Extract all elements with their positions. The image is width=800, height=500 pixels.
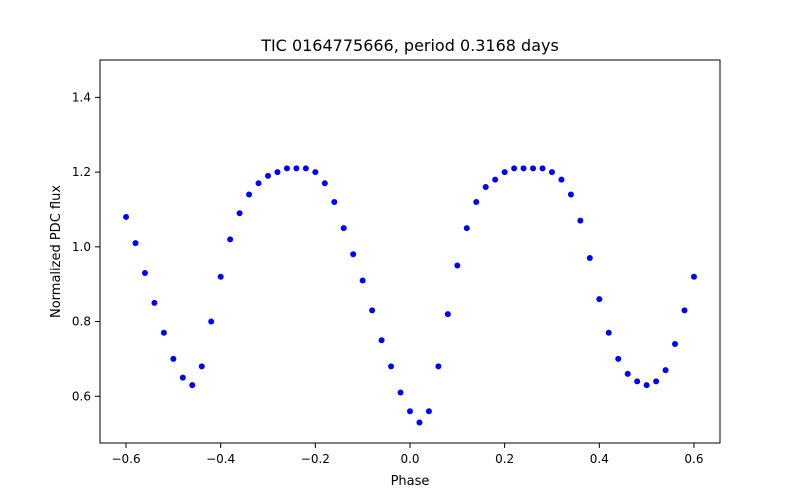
data-point xyxy=(577,217,584,224)
data-point xyxy=(141,269,148,276)
data-point xyxy=(160,329,167,336)
data-point xyxy=(681,307,688,314)
data-point xyxy=(548,169,555,176)
y-tick-label: 0.6 xyxy=(72,389,91,403)
data-point xyxy=(179,374,186,381)
data-point xyxy=(283,165,290,172)
data-point xyxy=(520,165,527,172)
data-point xyxy=(473,198,480,205)
data-point xyxy=(217,273,224,280)
x-axis-label: Phase xyxy=(391,474,430,489)
data-point xyxy=(539,165,546,172)
data-point xyxy=(482,184,489,191)
data-point xyxy=(170,355,177,362)
data-point xyxy=(615,355,622,362)
data-point xyxy=(227,236,234,243)
data-point xyxy=(672,340,679,347)
data-point xyxy=(378,337,385,344)
data-point xyxy=(416,419,423,426)
y-tick-label: 0.8 xyxy=(72,315,91,329)
x-tick-label: 0.2 xyxy=(495,452,514,466)
data-point xyxy=(463,225,470,232)
data-point xyxy=(586,255,593,262)
data-point xyxy=(359,277,366,284)
data-point xyxy=(388,363,395,370)
data-point xyxy=(123,213,130,220)
data-point xyxy=(246,191,253,198)
data-point xyxy=(444,311,451,318)
data-point xyxy=(492,176,499,183)
data-point xyxy=(236,210,243,217)
data-point xyxy=(407,408,413,415)
y-axis-label: Normalized PDC flux xyxy=(49,185,64,318)
x-axis-ticks: −0.6 −0.4 −0.2 0.0 0.2 0.4 0.6 xyxy=(111,443,704,466)
data-point xyxy=(350,251,357,258)
x-tick-label: −0.6 xyxy=(111,452,140,466)
data-point xyxy=(558,176,565,183)
data-point xyxy=(132,240,139,247)
data-point xyxy=(662,367,669,374)
data-point xyxy=(265,172,272,179)
data-point xyxy=(454,262,461,269)
data-point xyxy=(189,382,196,389)
data-point xyxy=(397,389,404,396)
x-tick-label: −0.2 xyxy=(301,452,330,466)
data-point xyxy=(302,165,309,172)
y-tick-label: 1.2 xyxy=(72,165,91,179)
data-point xyxy=(255,180,262,187)
data-point xyxy=(435,363,442,370)
y-axis-ticks: 0.6 0.8 1.0 1.2 1.4 xyxy=(72,90,100,403)
data-point xyxy=(634,378,641,385)
data-point xyxy=(369,307,376,314)
data-point xyxy=(331,198,338,205)
data-point xyxy=(293,165,300,172)
x-tick-label: −0.4 xyxy=(206,452,235,466)
data-point xyxy=(501,169,508,176)
data-point xyxy=(567,191,574,198)
y-tick-label: 1.4 xyxy=(72,90,91,104)
data-point xyxy=(605,329,612,336)
data-point xyxy=(511,165,518,172)
data-point xyxy=(643,382,650,389)
x-tick-label: 0.4 xyxy=(590,452,609,466)
x-tick-label: 0.0 xyxy=(400,452,419,466)
data-point xyxy=(151,299,158,306)
data-point xyxy=(208,318,215,325)
y-tick-label: 1.0 xyxy=(72,240,91,254)
data-point xyxy=(596,296,603,303)
data-point xyxy=(653,378,660,385)
x-tick-label: 0.6 xyxy=(684,452,703,466)
data-point xyxy=(624,370,631,377)
data-point xyxy=(340,225,347,232)
data-point xyxy=(425,408,432,415)
data-point xyxy=(274,169,281,176)
data-point xyxy=(198,363,205,370)
data-points-layer xyxy=(123,165,697,426)
data-point xyxy=(530,165,537,172)
data-point xyxy=(312,169,319,176)
data-point xyxy=(321,180,328,187)
data-point xyxy=(690,273,697,280)
chart-title: TIC 0164775666, period 0.3168 days xyxy=(260,36,559,55)
